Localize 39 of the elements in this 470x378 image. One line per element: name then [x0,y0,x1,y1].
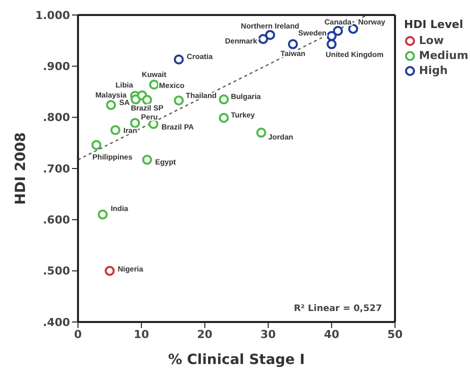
point [142,94,152,105]
point [288,39,298,50]
point [326,39,337,50]
x-axis-title: % Clinical Stage I [168,352,305,368]
legend-label: High [418,63,449,78]
legend-label: Low [418,33,445,48]
point [98,210,108,220]
x-tick-label: 30 [260,328,276,341]
x-tick-label: 0 [74,328,82,341]
point [218,112,229,123]
x-tick-label: 50 [387,328,403,341]
legend-label: Medium [418,48,468,63]
point [91,140,102,150]
y-axis-title: HDI 2008 [12,132,29,205]
x-tick-label: 20 [197,328,213,341]
point [265,30,276,40]
point [332,26,343,36]
y-tick-label: .900 [42,60,70,74]
y-tick-label: .400 [42,316,70,329]
point [149,80,160,90]
point [174,95,184,106]
y-tick-label: .500 [42,264,70,278]
point [174,54,184,65]
y-tick-label: .700 [42,162,70,176]
y-tick-label: .600 [42,214,70,227]
legend-title: HDI Level [404,18,464,31]
point [104,266,115,276]
point [110,125,120,136]
x-tick-label: 40 [324,328,340,341]
y-tick-label: .800 [42,111,70,124]
x-tick-label: 10 [134,328,150,341]
y-tick-label: 1.000 [35,8,70,22]
point [106,100,116,110]
point [256,128,266,138]
annotation: R² Linear = 0,527 [294,304,382,314]
point [348,24,358,34]
point [130,118,140,128]
point [142,154,152,165]
point [218,94,229,104]
